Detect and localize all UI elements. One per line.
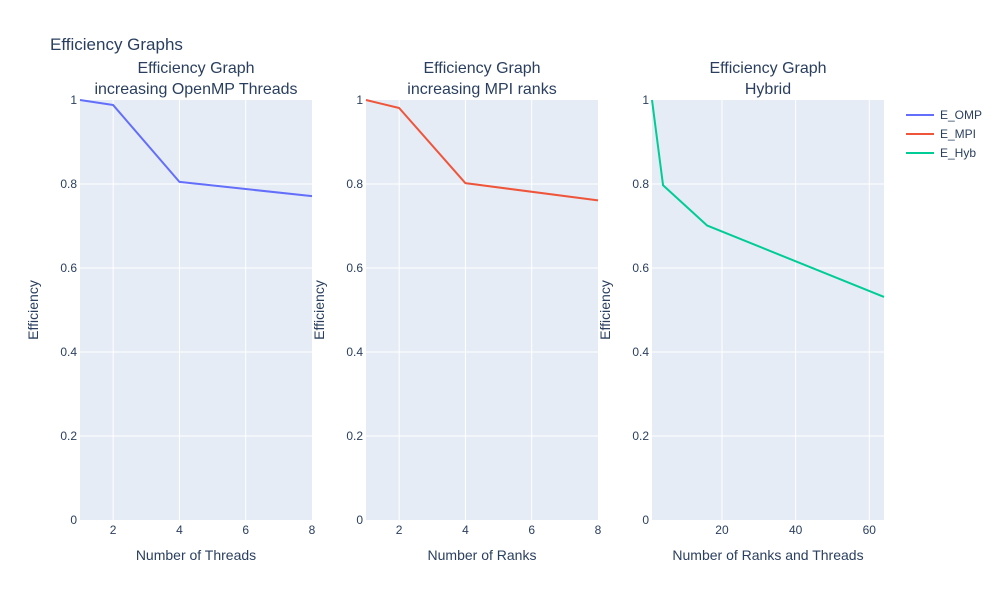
panel-title-line: Hybrid — [745, 81, 791, 98]
y-tick-label: 0.8 — [346, 177, 363, 191]
x-tick-label: 2 — [396, 523, 403, 537]
y-tick-label: 0.6 — [632, 261, 649, 275]
panel-title-3: Efficiency Graph Hybrid — [709, 60, 826, 98]
y-tick-label: 0.8 — [60, 177, 77, 191]
plot-area-2 — [366, 100, 598, 520]
y-axis-label: Efficiency — [597, 280, 613, 340]
panel-title-line: Efficiency Graph — [137, 60, 254, 77]
y-tick-label: 0.4 — [346, 345, 363, 359]
x-tick-label: 60 — [863, 523, 877, 537]
y-tick-label: 0.2 — [632, 429, 649, 443]
plot-area-3 — [652, 100, 884, 520]
plot-area-1 — [80, 100, 312, 520]
panel-title-2: Efficiency Graph increasing MPI ranks — [407, 60, 556, 98]
y-tick-label: 0.4 — [632, 345, 649, 359]
y-tick-label: 0 — [356, 513, 363, 527]
panel-title-line: increasing MPI ranks — [407, 81, 556, 98]
y-tick-label: 0.8 — [632, 177, 649, 191]
series-line-E_Hyb — [651, 99, 885, 298]
figure-title: Efficiency Graphs — [50, 35, 183, 54]
y-tick-label: 0 — [70, 513, 77, 527]
x-axis-label: Number of Ranks and Threads — [672, 547, 863, 563]
panel-title-line: Efficiency Graph — [709, 60, 826, 77]
y-tick-label: 0.6 — [346, 261, 363, 275]
series-line-E_MPI — [365, 99, 599, 202]
x-tick-label: 2 — [110, 523, 117, 537]
legend-label-E_Hyb[interactable]: E_Hyb — [940, 146, 976, 160]
series-line-E_OMP — [79, 99, 313, 198]
y-axis-label: Efficiency — [311, 280, 327, 340]
x-tick-label: 6 — [242, 523, 249, 537]
panel-title-line: Efficiency Graph — [423, 60, 540, 77]
x-tick-label: 40 — [789, 523, 803, 537]
x-tick-label: 20 — [715, 523, 729, 537]
x-tick-label: 6 — [528, 523, 535, 537]
y-tick-label: 0.6 — [60, 261, 77, 275]
x-axis-label: Number of Threads — [136, 547, 256, 563]
x-tick-label: 4 — [176, 523, 183, 537]
y-tick-label: 1 — [642, 93, 649, 107]
y-tick-label: 0.2 — [60, 429, 77, 443]
legend-label-E_OMP[interactable]: E_OMP — [940, 108, 982, 122]
x-tick-label: 4 — [462, 523, 469, 537]
y-tick-label: 1 — [356, 93, 363, 107]
y-tick-label: 1 — [70, 93, 77, 107]
legend-label-E_MPI[interactable]: E_MPI — [940, 127, 976, 141]
y-axis-label: Efficiency — [25, 280, 41, 340]
x-tick-label: 8 — [309, 523, 316, 537]
y-tick-label: 0.4 — [60, 345, 77, 359]
x-tick-label: 8 — [595, 523, 602, 537]
y-tick-label: 0.2 — [346, 429, 363, 443]
y-tick-label: 0 — [642, 513, 649, 527]
panel-title-1: Efficiency Graph increasing OpenMP Thread… — [94, 60, 297, 98]
panel-title-line: increasing OpenMP Threads — [94, 81, 297, 98]
x-axis-label: Number of Ranks — [428, 547, 537, 563]
